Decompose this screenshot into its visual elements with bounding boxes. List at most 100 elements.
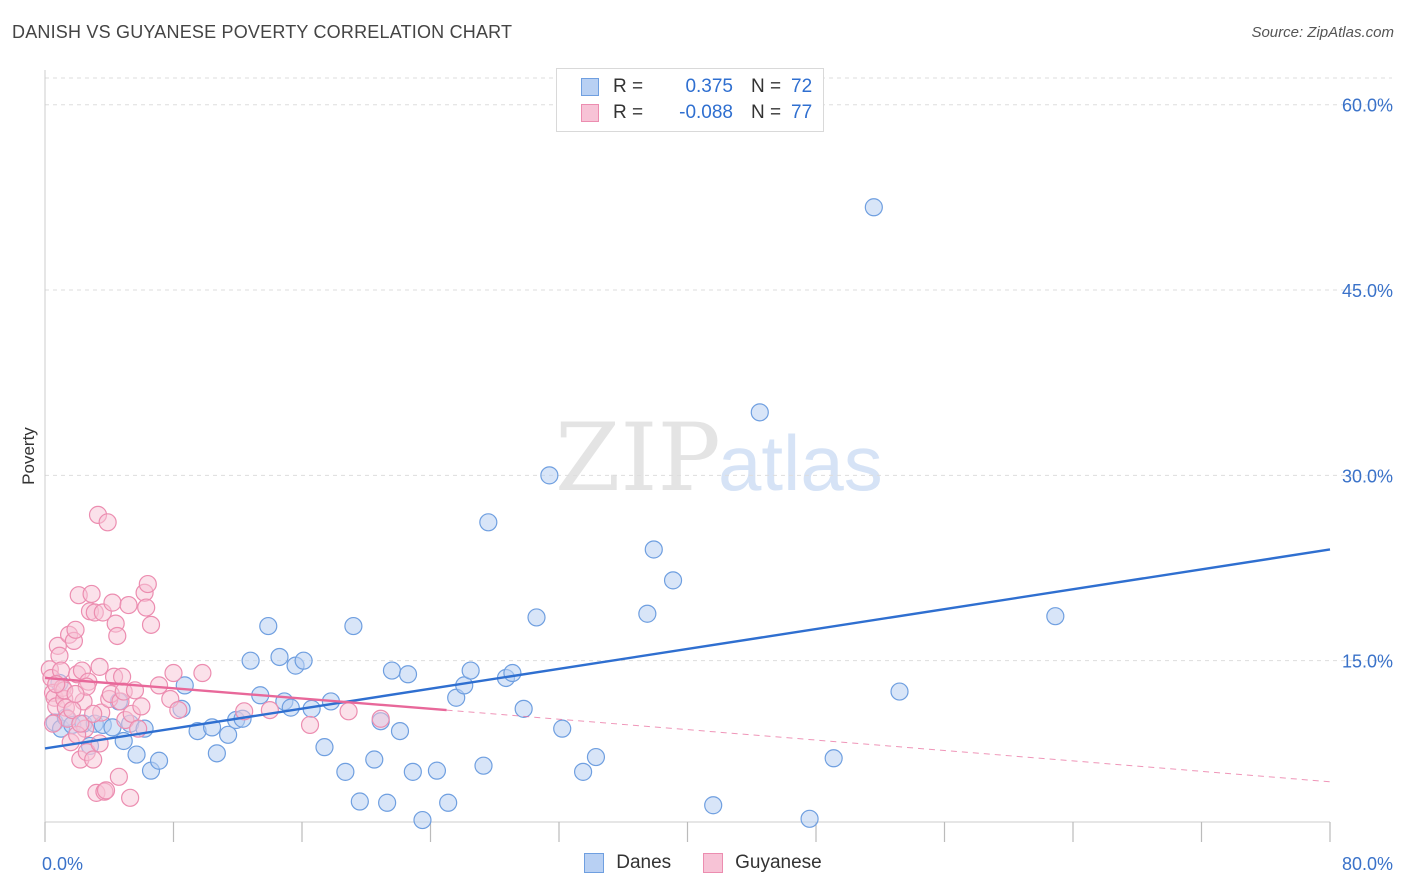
- danes-r-value: 0.375: [685, 76, 733, 97]
- y-axis-label: Poverty: [19, 427, 38, 485]
- danes-point-67: [800, 809, 819, 828]
- guyanese-point-55: [138, 574, 157, 594]
- guyanese-point-47: [119, 595, 138, 615]
- guyanese-trend-line-1: [44, 676, 447, 712]
- legend-row-guyanese: R = -0.088 N = 77: [581, 100, 812, 126]
- danes-points: [45, 198, 1065, 830]
- guyanese-point-71: [90, 734, 109, 753]
- danes-point-62: [638, 604, 657, 623]
- danes-point-45: [403, 762, 422, 781]
- guyanese-trend-line-2: [446, 709, 1331, 783]
- danes-point-22: [219, 725, 238, 744]
- danes-point-42: [382, 661, 402, 680]
- danes-point-43: [390, 721, 410, 741]
- guyanese-point-57: [149, 676, 169, 695]
- danes-point-25: [241, 651, 260, 670]
- danes-r-label: R =: [613, 76, 644, 97]
- guyanese-r-value: -0.088: [679, 102, 733, 123]
- danes-point-57: [527, 608, 546, 627]
- guyanese-point-35: [98, 513, 117, 532]
- grid-lines: [45, 77, 1392, 662]
- guyanese-point-30: [90, 657, 109, 676]
- guyanese-point-48: [121, 788, 140, 807]
- danes-point-66: [750, 403, 769, 422]
- danes-point-27: [259, 616, 278, 636]
- guyanese-point-56: [141, 615, 161, 634]
- legend-guyanese-label: Guyanese: [735, 852, 822, 873]
- guyanese-r-label: R =: [613, 102, 644, 123]
- y-tick-label-3: 60.0%: [1342, 96, 1393, 116]
- danes-point-44: [398, 665, 418, 684]
- danes-point-38: [350, 792, 369, 811]
- watermark: ZIP atlas: [555, 404, 883, 513]
- guyanese-point-15: [66, 620, 85, 639]
- danes-point-36: [336, 762, 355, 781]
- guyanese-point-26: [84, 750, 103, 769]
- danes-point-68: [824, 749, 843, 768]
- danes-point-13: [127, 745, 146, 764]
- danes-point-46: [413, 810, 432, 830]
- danes-point-51: [461, 661, 480, 680]
- danes-point-47: [427, 761, 447, 780]
- guyanese-point-62: [235, 702, 254, 721]
- danes-point-70: [890, 682, 909, 701]
- danes-point-59: [553, 719, 572, 738]
- legend-item-guyanese[interactable]: Guyanese: [703, 852, 822, 874]
- danes-point-30: [281, 698, 300, 717]
- stats-legend: R = 0.375 N = 72 R = -0.088 N = 77: [556, 68, 824, 132]
- danes-point-28: [270, 647, 289, 667]
- danes-n-value: 72: [791, 76, 813, 97]
- guyanese-point-65: [339, 702, 358, 721]
- guyanese-point-76: [66, 684, 85, 704]
- watermark-atlas: atlas: [718, 419, 883, 507]
- danes-n-label: N =: [751, 76, 782, 97]
- danes-point-52: [474, 756, 493, 775]
- danes-point-53: [479, 513, 498, 532]
- guyanese-point-38: [103, 593, 122, 612]
- legend-danes-swatch: [584, 853, 605, 873]
- guyanese-n-value: 77: [791, 102, 813, 123]
- legend-row-danes: R = 0.375 N = 72: [581, 74, 812, 100]
- danes-point-32: [294, 651, 313, 670]
- danes-point-41: [378, 793, 397, 812]
- guyanese-point-67: [43, 714, 63, 733]
- guyanese-point-41: [108, 626, 127, 646]
- guyanese-point-74: [84, 704, 103, 723]
- guyanese-point-59: [164, 663, 183, 683]
- guyanese-swatch: [581, 104, 599, 122]
- guyanese-point-64: [300, 715, 320, 735]
- guyanese-point-66: [371, 709, 390, 728]
- source-label: Source: ZipAtlas.com: [1251, 24, 1394, 41]
- guyanese-point-42: [109, 767, 128, 786]
- axis-labels: 15.0% 30.0% 45.0% 60.0% 0.0% 80.0% Poverty: [19, 96, 1393, 874]
- guyanese-point-61: [193, 663, 212, 683]
- danes-point-55: [503, 663, 522, 683]
- series-legend: Danes Guyanese: [0, 852, 1406, 874]
- danes-point-61: [586, 747, 606, 767]
- y-tick-label-1: 30.0%: [1342, 466, 1393, 486]
- danes-point-37: [344, 616, 363, 636]
- legend-item-danes[interactable]: Danes: [584, 852, 671, 874]
- x-tick-label-1: 80.0%: [1342, 854, 1393, 874]
- chart-title: DANISH VS GUYANESE POVERTY CORRELATION C…: [12, 22, 513, 42]
- danes-trend-line-0: [44, 548, 1331, 750]
- trend-lines: [44, 548, 1331, 783]
- guyanese-point-63: [260, 700, 279, 720]
- danes-point-21: [207, 744, 226, 763]
- danes-point-64: [663, 571, 683, 590]
- guyanese-n-label: N =: [751, 102, 782, 123]
- y-tick-label-0: 15.0%: [1342, 652, 1393, 672]
- danes-point-63: [644, 540, 663, 559]
- danes-point-39: [365, 750, 384, 769]
- guyanese-point-54: [137, 598, 156, 617]
- x-tick-label-0: 0.0%: [42, 854, 83, 874]
- legend-guyanese-swatch: [703, 853, 724, 873]
- guyanese-point-60: [169, 700, 188, 720]
- watermark-zip: ZIP: [555, 404, 721, 513]
- danes-point-60: [573, 762, 593, 781]
- danes-point-48: [439, 793, 458, 812]
- danes-swatch: [581, 78, 599, 96]
- danes-point-71: [1046, 607, 1065, 626]
- guyanese-point-73: [71, 714, 90, 733]
